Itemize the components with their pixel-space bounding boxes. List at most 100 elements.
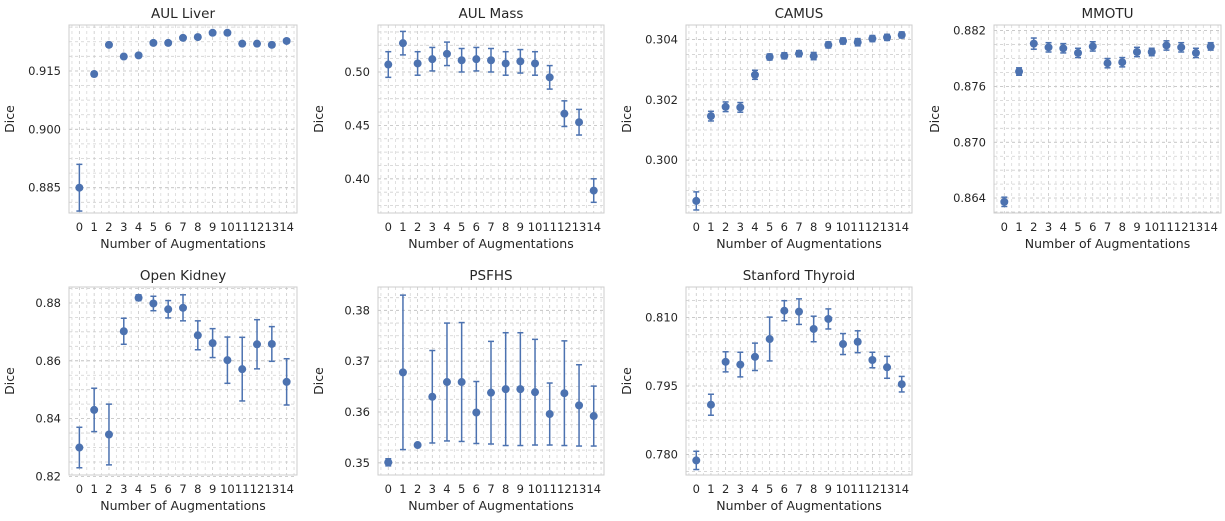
- data-point: [839, 36, 848, 45]
- x-tick-label: 4: [1060, 220, 1067, 234]
- x-tick-label: 9: [1133, 220, 1140, 234]
- x-tick-label: 2: [1030, 220, 1037, 234]
- y-tick-label: 0.302: [645, 93, 678, 107]
- data-point: [149, 38, 158, 47]
- data-point: [413, 441, 422, 450]
- y-axis-label: Dice: [927, 105, 942, 133]
- data-point: [1074, 48, 1083, 57]
- chart-title: AUL Liver: [151, 6, 215, 22]
- data-point: [487, 56, 495, 65]
- x-tick-label: 11: [542, 482, 557, 496]
- x-tick-label: 1: [399, 220, 406, 234]
- x-tick-label: 0: [1001, 220, 1008, 234]
- x-tick-label: 8: [194, 220, 201, 234]
- x-tick-label: 4: [135, 482, 142, 496]
- data-point: [428, 392, 437, 401]
- x-tick-label: 3: [429, 220, 436, 234]
- x-tick-label: 3: [737, 482, 744, 496]
- grid-lines: [994, 25, 1221, 213]
- x-tick-label: 1: [91, 220, 98, 234]
- x-tick-label: 10: [836, 220, 851, 234]
- data-point: [516, 57, 525, 66]
- x-tick-label: 10: [836, 482, 851, 496]
- data-point: [1044, 43, 1053, 52]
- data-point: [560, 389, 569, 398]
- data-point: [1206, 42, 1215, 51]
- y-tick-label: 0.37: [344, 354, 370, 368]
- y-tick-label: 0.885: [28, 181, 61, 195]
- x-tick-label: 5: [766, 220, 773, 234]
- x-tick-label: 0: [385, 220, 392, 234]
- data-point: [883, 363, 892, 372]
- x-tick-label: 8: [1119, 220, 1126, 234]
- data-point: [90, 405, 99, 414]
- x-tick-label: 1: [707, 482, 714, 496]
- x-tick-label: 5: [1074, 220, 1081, 234]
- y-axis-label: Dice: [2, 367, 17, 395]
- data-point: [134, 51, 143, 60]
- x-tick-label: 0: [76, 220, 83, 234]
- data-point: [575, 118, 584, 127]
- y-tick-label: 0.82: [35, 469, 61, 483]
- data-point: [398, 368, 407, 377]
- x-tick-label: 2: [722, 482, 729, 496]
- data-point: [795, 307, 803, 316]
- x-tick-label: 11: [235, 482, 250, 496]
- y-tick-label: 0.795: [645, 379, 678, 393]
- x-tick-label: 13: [572, 482, 587, 496]
- y-tick-label: 0.780: [645, 447, 678, 461]
- y-tick-label: 0.36: [344, 405, 370, 419]
- y-tick-label: 0.50: [344, 65, 370, 79]
- x-tick-label: 4: [751, 482, 758, 496]
- x-tick-label: 8: [194, 482, 201, 496]
- y-axis-label: Dice: [619, 367, 634, 395]
- data-point: [839, 340, 848, 349]
- x-axis-label: Number of Augmentations: [716, 498, 881, 513]
- data-point: [75, 443, 84, 452]
- y-tick-label: 0.900: [28, 122, 61, 136]
- data-point: [780, 51, 789, 60]
- data-point: [824, 314, 833, 323]
- x-tick-label: 13: [265, 482, 280, 496]
- x-tick-label: 9: [517, 482, 524, 496]
- data-point: [692, 196, 701, 205]
- data-point: [1059, 44, 1068, 53]
- data-point: [75, 183, 84, 192]
- data-point: [1000, 197, 1009, 206]
- data-point: [795, 49, 803, 58]
- y-tick-label: 0.810: [645, 311, 678, 325]
- x-tick-label: 14: [279, 482, 294, 496]
- data-point: [589, 186, 598, 195]
- y-tick-label: 0.86: [35, 354, 61, 368]
- x-tick-label: 10: [220, 482, 235, 496]
- data-point: [164, 38, 173, 47]
- data-point: [384, 458, 393, 467]
- data-point: [267, 339, 276, 348]
- x-tick-label: 5: [150, 482, 157, 496]
- data-point: [90, 70, 99, 79]
- data-point: [134, 293, 143, 302]
- y-axis-label: Dice: [311, 367, 326, 395]
- data-point: [1103, 59, 1112, 68]
- data-point: [149, 299, 158, 308]
- x-tick-label: 0: [76, 482, 83, 496]
- data-point: [238, 39, 247, 48]
- data-point: [457, 56, 466, 65]
- x-tick-label: 14: [1203, 220, 1218, 234]
- data-point: [119, 52, 128, 61]
- x-tick-label: 6: [473, 220, 480, 234]
- data-point: [413, 59, 422, 68]
- data-point: [104, 40, 113, 49]
- plot-frame: [685, 286, 913, 476]
- x-tick-label: 7: [1104, 220, 1111, 234]
- data-point: [1029, 39, 1038, 48]
- data-point: [516, 385, 525, 394]
- data-point: [868, 356, 877, 365]
- y-tick-label: 0.304: [645, 32, 678, 46]
- x-tick-label: 14: [279, 220, 294, 234]
- data-point: [545, 73, 554, 82]
- data-point: [1191, 48, 1200, 57]
- data-point: [1177, 43, 1186, 52]
